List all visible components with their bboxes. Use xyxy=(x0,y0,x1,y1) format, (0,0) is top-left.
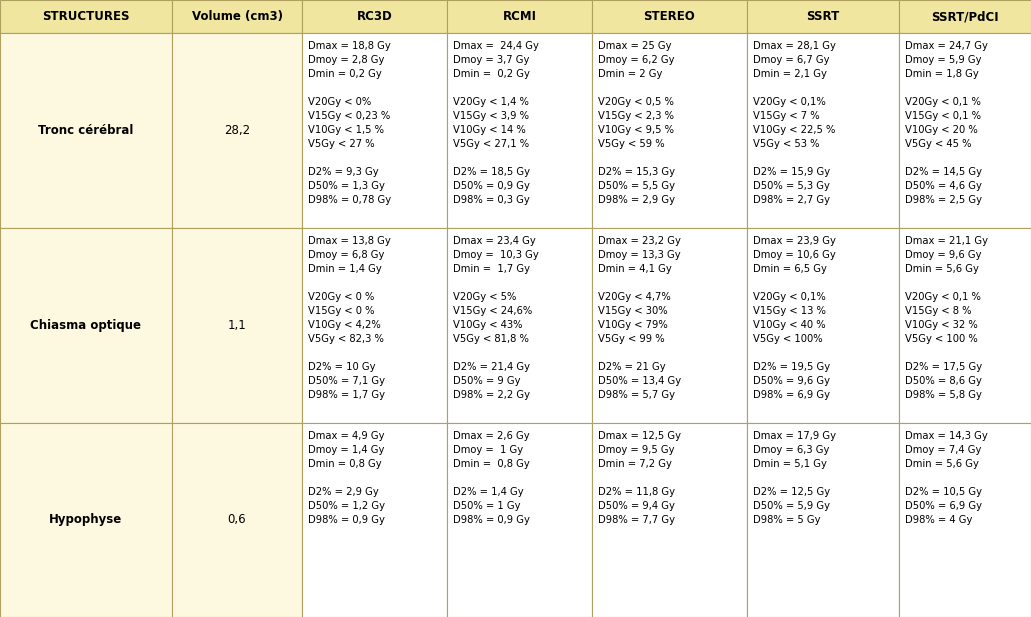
Bar xyxy=(0,228,172,423)
Bar xyxy=(447,228,592,423)
Text: Tronc cérébral: Tronc cérébral xyxy=(38,124,134,137)
Bar xyxy=(899,0,1031,33)
Text: SSRT: SSRT xyxy=(806,10,839,23)
Bar xyxy=(302,228,447,423)
Bar xyxy=(302,33,447,228)
Text: Dmax = 17,9 Gy
Dmoy = 6,3 Gy
Dmin = 5,1 Gy

D2% = 12,5 Gy
D50% = 5,9 Gy
D98% = 5: Dmax = 17,9 Gy Dmoy = 6,3 Gy Dmin = 5,1 … xyxy=(753,431,836,525)
Text: Dmax = 12,5 Gy
Dmoy = 9,5 Gy
Dmin = 7,2 Gy

D2% = 11,8 Gy
D50% = 9,4 Gy
D98% = 7: Dmax = 12,5 Gy Dmoy = 9,5 Gy Dmin = 7,2 … xyxy=(598,431,681,525)
Text: Volume (cm3): Volume (cm3) xyxy=(192,10,282,23)
Text: SSRT/PdCI: SSRT/PdCI xyxy=(931,10,999,23)
Bar xyxy=(592,33,747,228)
Text: Dmax = 21,1 Gy
Dmoy = 9,6 Gy
Dmin = 5,6 Gy

V20Gy < 0,1 %
V15Gy < 8 %
V10Gy < 32: Dmax = 21,1 Gy Dmoy = 9,6 Gy Dmin = 5,6 … xyxy=(905,236,988,400)
Text: Dmax = 18,8 Gy
Dmoy = 2,8 Gy
Dmin = 0,2 Gy

V20Gy < 0%
V15Gy < 0,23 %
V10Gy < 1,: Dmax = 18,8 Gy Dmoy = 2,8 Gy Dmin = 0,2 … xyxy=(308,41,391,205)
Bar xyxy=(302,0,447,33)
Bar xyxy=(172,33,302,228)
Bar xyxy=(172,423,302,617)
Bar xyxy=(447,33,592,228)
Bar xyxy=(899,423,1031,617)
Text: Dmax = 28,1 Gy
Dmoy = 6,7 Gy
Dmin = 2,1 Gy

V20Gy < 0,1%
V15Gy < 7 %
V10Gy < 22,: Dmax = 28,1 Gy Dmoy = 6,7 Gy Dmin = 2,1 … xyxy=(753,41,836,205)
Text: Dmax =  24,4 Gy
Dmoy = 3,7 Gy
Dmin =  0,2 Gy

V20Gy < 1,4 %
V15Gy < 3,9 %
V10Gy : Dmax = 24,4 Gy Dmoy = 3,7 Gy Dmin = 0,2 … xyxy=(453,41,539,205)
Bar xyxy=(302,423,447,617)
Text: 1,1: 1,1 xyxy=(228,319,246,332)
Bar xyxy=(0,33,172,228)
Text: 0,6: 0,6 xyxy=(228,513,246,526)
Bar xyxy=(747,33,899,228)
Text: 28,2: 28,2 xyxy=(224,124,251,137)
Bar xyxy=(747,228,899,423)
Bar xyxy=(0,0,172,33)
Text: STRUCTURES: STRUCTURES xyxy=(42,10,130,23)
Text: Chiasma optique: Chiasma optique xyxy=(31,319,141,332)
Text: Dmax = 4,9 Gy
Dmoy = 1,4 Gy
Dmin = 0,8 Gy

D2% = 2,9 Gy
D50% = 1,2 Gy
D98% = 0,9: Dmax = 4,9 Gy Dmoy = 1,4 Gy Dmin = 0,8 G… xyxy=(308,431,385,525)
Text: Dmax = 23,2 Gy
Dmoy = 13,3 Gy
Dmin = 4,1 Gy

V20Gy < 4,7%
V15Gy < 30%
V10Gy < 79: Dmax = 23,2 Gy Dmoy = 13,3 Gy Dmin = 4,1… xyxy=(598,236,681,400)
Bar xyxy=(899,33,1031,228)
Text: Dmax = 24,7 Gy
Dmoy = 5,9 Gy
Dmin = 1,8 Gy

V20Gy < 0,1 %
V15Gy < 0,1 %
V10Gy < : Dmax = 24,7 Gy Dmoy = 5,9 Gy Dmin = 1,8 … xyxy=(905,41,988,205)
Text: RC3D: RC3D xyxy=(357,10,393,23)
Bar xyxy=(592,423,747,617)
Bar xyxy=(172,0,302,33)
Bar xyxy=(0,423,172,617)
Bar xyxy=(172,228,302,423)
Text: Dmax = 14,3 Gy
Dmoy = 7,4 Gy
Dmin = 5,6 Gy

D2% = 10,5 Gy
D50% = 6,9 Gy
D98% = 4: Dmax = 14,3 Gy Dmoy = 7,4 Gy Dmin = 5,6 … xyxy=(905,431,988,525)
Bar xyxy=(747,0,899,33)
Text: Dmax = 23,4 Gy
Dmoy =  10,3 Gy
Dmin =  1,7 Gy

V20Gy < 5%
V15Gy < 24,6%
V10Gy < : Dmax = 23,4 Gy Dmoy = 10,3 Gy Dmin = 1,7… xyxy=(453,236,539,400)
Text: Dmax = 13,8 Gy
Dmoy = 6,8 Gy
Dmin = 1,4 Gy

V20Gy < 0 %
V15Gy < 0 %
V10Gy < 4,2%: Dmax = 13,8 Gy Dmoy = 6,8 Gy Dmin = 1,4 … xyxy=(308,236,391,400)
Text: Hypophyse: Hypophyse xyxy=(49,513,123,526)
Text: Dmax = 23,9 Gy
Dmoy = 10,6 Gy
Dmin = 6,5 Gy

V20Gy < 0,1%
V15Gy < 13 %
V10Gy < 4: Dmax = 23,9 Gy Dmoy = 10,6 Gy Dmin = 6,5… xyxy=(753,236,836,400)
Bar xyxy=(447,423,592,617)
Text: Dmax = 25 Gy
Dmoy = 6,2 Gy
Dmin = 2 Gy

V20Gy < 0,5 %
V15Gy < 2,3 %
V10Gy < 9,5 : Dmax = 25 Gy Dmoy = 6,2 Gy Dmin = 2 Gy V… xyxy=(598,41,675,205)
Bar xyxy=(592,228,747,423)
Bar xyxy=(592,0,747,33)
Bar xyxy=(899,228,1031,423)
Text: STEREO: STEREO xyxy=(643,10,695,23)
Bar xyxy=(747,423,899,617)
Bar xyxy=(447,0,592,33)
Text: Dmax = 2,6 Gy
Dmoy =  1 Gy
Dmin =  0,8 Gy

D2% = 1,4 Gy
D50% = 1 Gy
D98% = 0,9 G: Dmax = 2,6 Gy Dmoy = 1 Gy Dmin = 0,8 Gy … xyxy=(453,431,530,525)
Text: RCMI: RCMI xyxy=(502,10,536,23)
